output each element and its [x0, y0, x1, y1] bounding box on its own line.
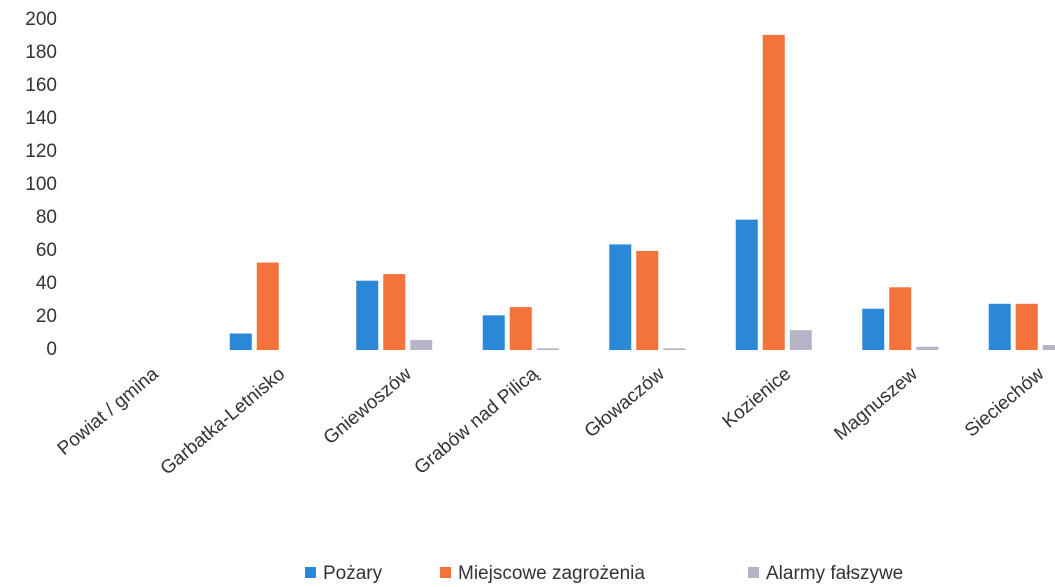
bar	[383, 274, 406, 350]
y-tick-label: 60	[36, 240, 57, 261]
bar	[229, 333, 252, 350]
bar	[988, 303, 1011, 350]
bar	[1042, 345, 1055, 350]
bar	[1015, 303, 1038, 350]
bar	[762, 34, 785, 350]
legend-label: Alarmy fałszywe	[766, 563, 903, 584]
x-tick-label: Garbatka-Letnisko	[157, 364, 289, 480]
bar	[862, 308, 885, 350]
bar	[410, 340, 433, 350]
legend-label: Pożary	[323, 563, 383, 584]
x-tick-label: Sieciechów	[961, 363, 1048, 441]
bar	[916, 346, 939, 350]
y-tick-label: 0	[46, 339, 57, 360]
legend-swatch	[748, 567, 759, 578]
bar	[663, 348, 686, 350]
x-tick-label: Kozienice	[719, 364, 796, 433]
y-tick-label: 200	[25, 9, 57, 30]
x-tick-label: Grabów nad Pilicą	[411, 363, 543, 478]
bar	[609, 244, 632, 350]
y-tick-label: 40	[36, 273, 57, 294]
bar	[536, 348, 559, 350]
y-tick-label: 180	[25, 42, 57, 63]
y-tick-label: 100	[25, 174, 57, 195]
legend-label: Miejscowe zagrożenia	[458, 563, 645, 584]
y-tick-label: 140	[25, 108, 57, 129]
x-tick-label: Powiat / gmina	[54, 363, 163, 459]
x-tick-label: Głowaczów	[581, 363, 669, 442]
y-tick-label: 20	[36, 306, 57, 327]
x-tick-label: Magnuszew	[831, 363, 922, 444]
legend-swatch	[440, 567, 451, 578]
bar	[509, 307, 532, 350]
bar	[256, 262, 279, 350]
bar	[789, 330, 812, 350]
bar	[356, 280, 379, 350]
y-tick-label: 80	[36, 207, 57, 228]
y-tick-label: 160	[25, 75, 57, 96]
bar	[482, 315, 505, 350]
y-tick-label: 120	[25, 141, 57, 162]
bar	[735, 219, 758, 350]
legend-swatch	[305, 567, 316, 578]
bar	[636, 251, 659, 350]
bar	[889, 287, 912, 350]
x-tick-label: Gniewoszów	[320, 363, 416, 449]
